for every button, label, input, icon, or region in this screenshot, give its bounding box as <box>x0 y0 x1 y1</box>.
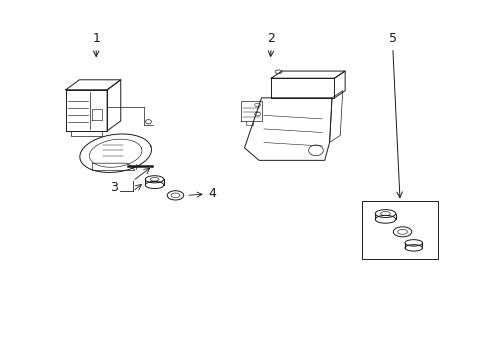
Text: 3: 3 <box>110 181 118 194</box>
Text: 1: 1 <box>92 32 100 45</box>
Text: 5: 5 <box>388 32 396 45</box>
Text: 4: 4 <box>188 187 216 200</box>
Bar <box>362 202 437 258</box>
Text: 2: 2 <box>267 32 275 45</box>
